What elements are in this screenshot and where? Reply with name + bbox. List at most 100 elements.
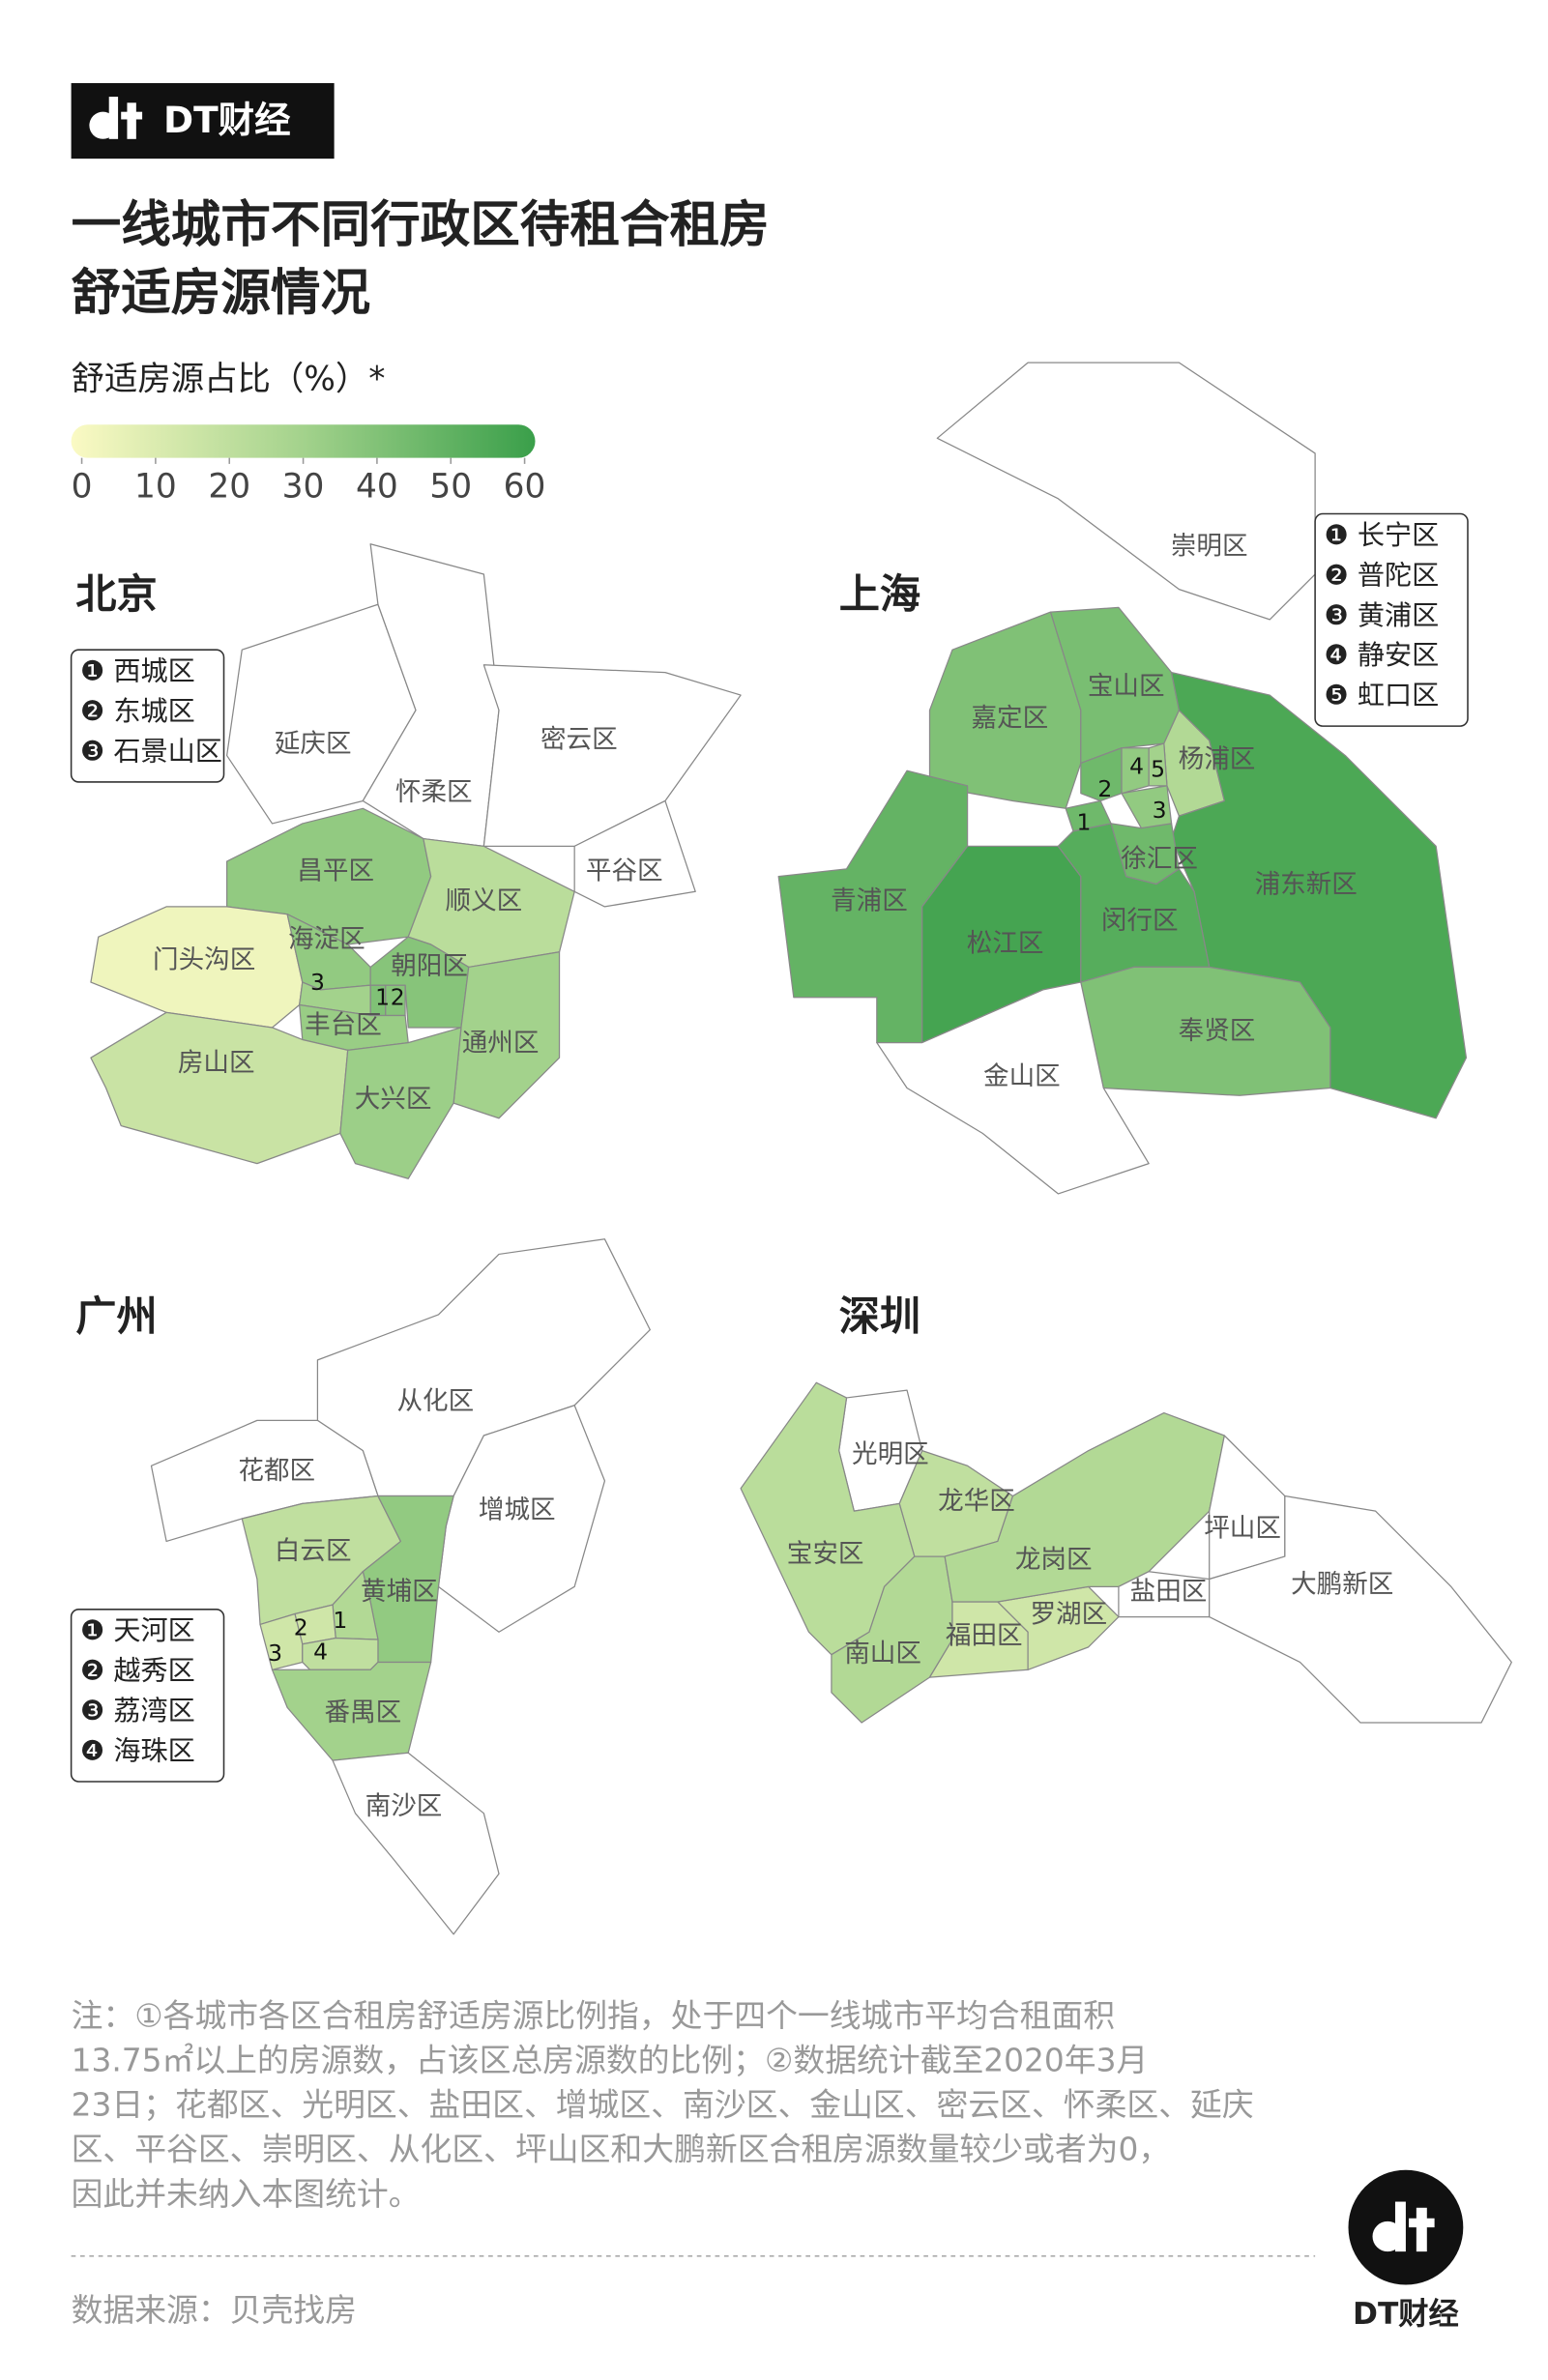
district [876, 981, 1150, 1195]
district-name: 海淀区 [288, 924, 365, 954]
district-name: 龙岗区 [1015, 1545, 1093, 1575]
district-name: 延庆区 [275, 729, 352, 759]
district [1080, 747, 1123, 802]
district-name: 嘉定区 [972, 704, 1049, 734]
brand-logo [89, 97, 143, 139]
brand-name: DT财经 [163, 99, 291, 141]
district-name: 朝阳区 [391, 951, 468, 981]
district-number: 2 [294, 1614, 308, 1641]
district [339, 1027, 462, 1179]
district-name: 光明区 [852, 1439, 929, 1469]
district-name: 青浦区 [831, 886, 908, 916]
district-name: 房山区 [178, 1048, 255, 1078]
district-number: 2 [391, 984, 405, 1011]
district [1121, 785, 1173, 829]
district-name: 奉贤区 [1179, 1016, 1256, 1046]
legend-tick-label: 50 [429, 467, 472, 506]
district-name: 门头沟区 [153, 945, 255, 975]
city-name: 上海 [839, 570, 920, 618]
district-name: 从化区 [397, 1386, 475, 1416]
legend-tick-label: 30 [282, 467, 325, 506]
district-name: 白云区 [275, 1536, 352, 1566]
key-name: 海珠区 [113, 1735, 194, 1767]
district-name: 南山区 [844, 1639, 921, 1669]
note-line: 13.75㎡以上的房源数，占该区总房源数的比例；②数据统计截至2020年3月 [72, 2042, 1149, 2078]
key-number: ❷ [80, 1655, 104, 1687]
key-name: 石景山区 [113, 735, 222, 767]
district-number: 5 [1151, 756, 1165, 783]
district-name: 宝安区 [787, 1539, 864, 1569]
district-name: 顺义区 [446, 886, 523, 916]
title-line: 一线城市不同行政区待租合租房 [72, 196, 770, 254]
key-number: ❹ [1324, 639, 1348, 671]
key-name: 普陀区 [1358, 559, 1439, 591]
district-number: 1 [375, 984, 390, 1011]
district-name: 丰台区 [305, 1010, 382, 1040]
district-name: 罗湖区 [1030, 1600, 1107, 1630]
key-name: 东城区 [113, 695, 194, 727]
district-name: 浦东新区 [1255, 870, 1358, 900]
district-name: 黄埔区 [361, 1577, 438, 1607]
district-name: 徐汇区 [1121, 844, 1198, 874]
district [1148, 742, 1168, 787]
district [573, 799, 696, 908]
key-name: 西城区 [113, 655, 194, 687]
key-number: ❷ [1324, 559, 1348, 591]
key-box [70, 649, 225, 783]
legend-tick-label: 0 [72, 467, 93, 506]
note-line: 因此并未纳入本图统计。 [72, 2176, 421, 2213]
key-name: 越秀区 [113, 1655, 194, 1687]
district-name: 龙华区 [938, 1486, 1015, 1516]
key-name: 虹口区 [1358, 680, 1439, 711]
key-box [1314, 512, 1469, 727]
district-name: 平谷区 [586, 856, 663, 885]
legend-bar [71, 424, 536, 458]
district-number: 2 [1097, 775, 1112, 802]
key-box [70, 1608, 225, 1783]
footer-logo-mark [1372, 2201, 1435, 2252]
district [1065, 799, 1112, 832]
key-name: 静安区 [1358, 639, 1439, 671]
key-number: ❶ [80, 655, 104, 687]
district-name: 番禺区 [324, 1698, 401, 1727]
key-name: 黄浦区 [1358, 599, 1439, 631]
key-number: ❶ [80, 1614, 104, 1646]
district-number: 1 [333, 1607, 347, 1634]
district-number: 3 [268, 1640, 282, 1667]
district-name: 福田区 [946, 1620, 1023, 1650]
key-name: 荔湾区 [113, 1695, 194, 1727]
note-line: 注：①各城市各区合租房舒适房源比例指，处于四个一线城市平均合租面积 [72, 1997, 1115, 2034]
key-number: ❷ [80, 695, 104, 727]
legend-label: 舒适房源占比（%）* [72, 360, 386, 398]
district-number: 3 [1153, 797, 1167, 824]
district-name: 大兴区 [355, 1084, 432, 1114]
district [1080, 966, 1331, 1096]
district-name: 增城区 [479, 1495, 556, 1525]
legend-tick-label: 60 [504, 467, 546, 506]
title-line: 舒适房源情况 [72, 264, 370, 322]
district-name: 杨浦区 [1179, 744, 1256, 774]
legend-tick-label: 10 [134, 467, 177, 506]
note-line: 23日；花都区、光明区、盐田区、增城区、南沙区、金山区、密云区、怀柔区、延庆 [72, 2087, 1254, 2124]
district-number: 4 [1129, 753, 1144, 780]
note-line: 区、平谷区、崇明区、从化区、坪山区和大鹏新区合租房源数量较少或者为0， [72, 2132, 1171, 2168]
district-name: 闵行区 [1101, 906, 1179, 936]
source: 数据来源：贝壳找房 [72, 2292, 357, 2329]
district-name: 宝山区 [1088, 672, 1165, 702]
district [332, 1752, 500, 1935]
district [271, 1661, 432, 1761]
key-number: ❸ [80, 1695, 104, 1727]
key-name: 长宁区 [1358, 519, 1439, 551]
district-name: 昌平区 [297, 856, 374, 885]
district-name: 密云区 [540, 724, 618, 754]
legend-tick-label: 40 [356, 467, 398, 506]
district-number: 1 [1076, 808, 1091, 835]
key-number: ❺ [1324, 680, 1348, 711]
